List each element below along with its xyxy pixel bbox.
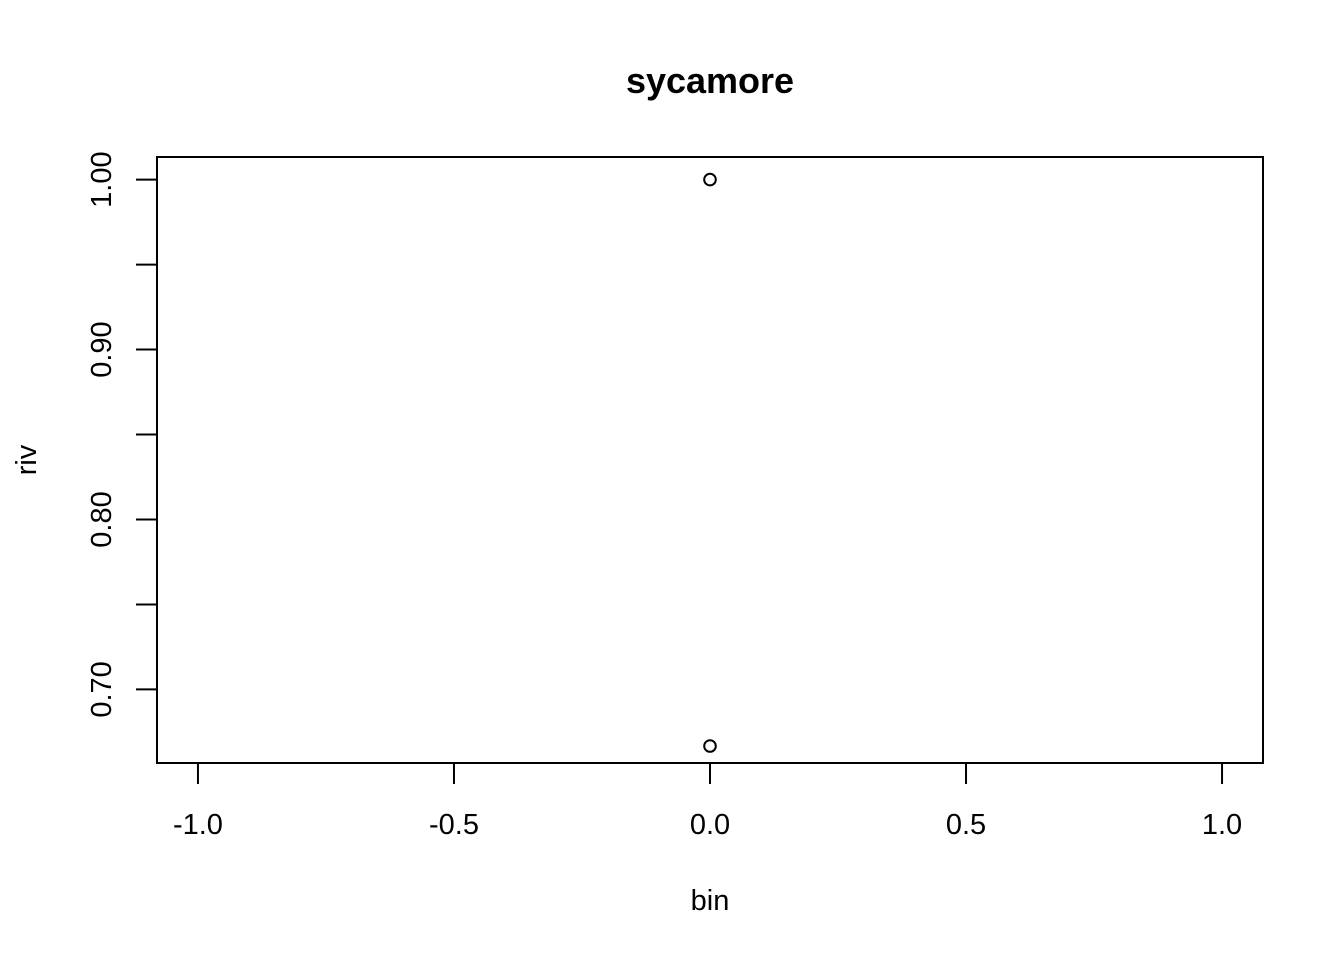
x-tick-label: -0.5 bbox=[429, 809, 479, 841]
data-point bbox=[703, 739, 717, 753]
y-axis: 0.70 0.80 0.90 1.00 bbox=[86, 151, 158, 718]
x-tick-label: -1.0 bbox=[173, 809, 223, 841]
y-tick-label: 1.00 bbox=[86, 151, 118, 207]
x-axis: -1.0 -0.5 0.0 0.5 1.0 bbox=[173, 762, 1242, 841]
data-points bbox=[703, 172, 717, 753]
y-axis-label: riv bbox=[11, 444, 43, 475]
chart-title: sycamore bbox=[626, 60, 794, 101]
data-point bbox=[703, 172, 717, 187]
plot-area-frame bbox=[156, 156, 1264, 764]
x-tick-label: 0.0 bbox=[690, 809, 730, 841]
y-tick-label: 0.70 bbox=[86, 661, 118, 717]
x-axis-label: bin bbox=[691, 885, 730, 917]
x-tick-label: 0.5 bbox=[946, 809, 986, 841]
x-tick-label: 1.0 bbox=[1202, 809, 1242, 841]
y-tick-label: 0.80 bbox=[86, 491, 118, 547]
y-tick-label: 0.90 bbox=[86, 321, 118, 377]
